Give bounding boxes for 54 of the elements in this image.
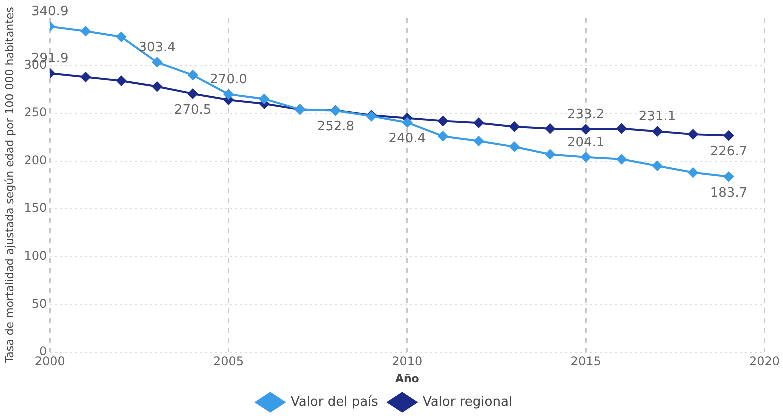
y-tick-label: 100 [24, 248, 48, 263]
point [438, 116, 448, 126]
point [652, 161, 663, 172]
x-tick-label: 2020 [749, 354, 780, 369]
x-tick-label: 2005 [213, 354, 244, 369]
point [116, 76, 127, 86]
legend-label: Valor del país [290, 394, 379, 410]
data-label: 240.4 [388, 132, 426, 147]
point [616, 124, 627, 134]
point [152, 58, 162, 68]
y-tick-label: 150 [24, 201, 48, 216]
y-tick-label: 200 [24, 153, 48, 168]
point [545, 124, 556, 134]
point [474, 136, 484, 146]
point [188, 88, 198, 99]
point [259, 94, 270, 104]
point [652, 126, 663, 137]
point [510, 142, 520, 152]
point [438, 131, 448, 142]
point [581, 152, 592, 162]
y-tick-label: 250 [24, 106, 48, 120]
point [474, 118, 484, 128]
data-label: 252.8 [317, 120, 355, 135]
point [402, 118, 412, 128]
data-label: 183.7 [710, 186, 748, 201]
legend-label: Valor regional [422, 394, 513, 410]
data-label: 204.1 [567, 135, 605, 150]
point [724, 130, 734, 141]
x-tick-label: 2000 [34, 354, 66, 369]
point [188, 70, 198, 80]
data-label: 270.5 [174, 102, 212, 118]
point [688, 168, 698, 178]
point [224, 89, 234, 100]
x-tick-label: 2015 [570, 354, 602, 369]
point [545, 150, 556, 160]
data-label: 340.9 [31, 4, 69, 20]
point [510, 122, 520, 132]
y-axis-title: Tasa de mortalidad ajustada según edad por 100 000 habitantes [3, 6, 16, 364]
y-tick-label: 50 [32, 296, 48, 311]
point [80, 26, 91, 36]
point [80, 72, 91, 82]
point [688, 130, 698, 140]
data-label: 231.1 [638, 109, 676, 124]
data-label: 270.0 [210, 72, 248, 88]
point [581, 124, 592, 135]
data-label: 233.2 [567, 107, 605, 122]
data-label: 303.4 [138, 40, 176, 56]
point [724, 172, 734, 182]
point [152, 82, 162, 92]
x-tick-label: 2010 [392, 354, 423, 369]
point [116, 32, 127, 42]
data-label: 226.7 [710, 144, 748, 160]
x-axis-title: Año [395, 372, 420, 386]
point [616, 154, 627, 164]
